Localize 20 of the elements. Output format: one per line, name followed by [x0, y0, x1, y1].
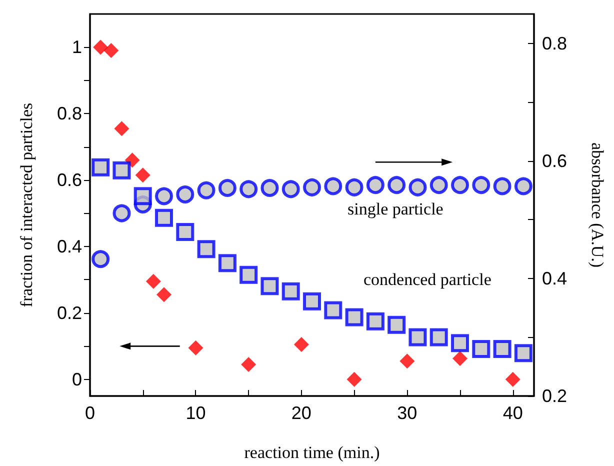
x-axis-title: reaction time (min.): [244, 443, 380, 462]
y2-axis-title: absorbance (A.U.): [588, 142, 607, 268]
y-axis-title: fraction of interacted particles: [17, 102, 36, 308]
y2-tick-label: 0.8: [542, 33, 568, 54]
x-tick-label: 0: [84, 403, 96, 423]
x-tick-label: 20: [291, 403, 312, 423]
y-tick-label: 0: [72, 369, 82, 390]
y2-tick-label: 0.4: [542, 268, 568, 288]
y-tick-label: 0.4: [56, 236, 82, 257]
x-tick-label: 30: [397, 403, 418, 423]
y-tick-label: 0.2: [56, 302, 82, 323]
x-tick-label: 10: [186, 403, 206, 423]
y2-tick-label: 0.6: [542, 150, 568, 171]
y2-tick-label: 0.2: [542, 386, 568, 406]
x-tick-label: 40: [502, 403, 523, 423]
y-tick-label: 0.8: [56, 104, 82, 124]
y-tick-label: 0.6: [56, 170, 82, 190]
series-label: single particle: [348, 200, 444, 219]
y-tick-label: 1: [72, 37, 82, 58]
series-label: condenced particle: [363, 270, 492, 289]
